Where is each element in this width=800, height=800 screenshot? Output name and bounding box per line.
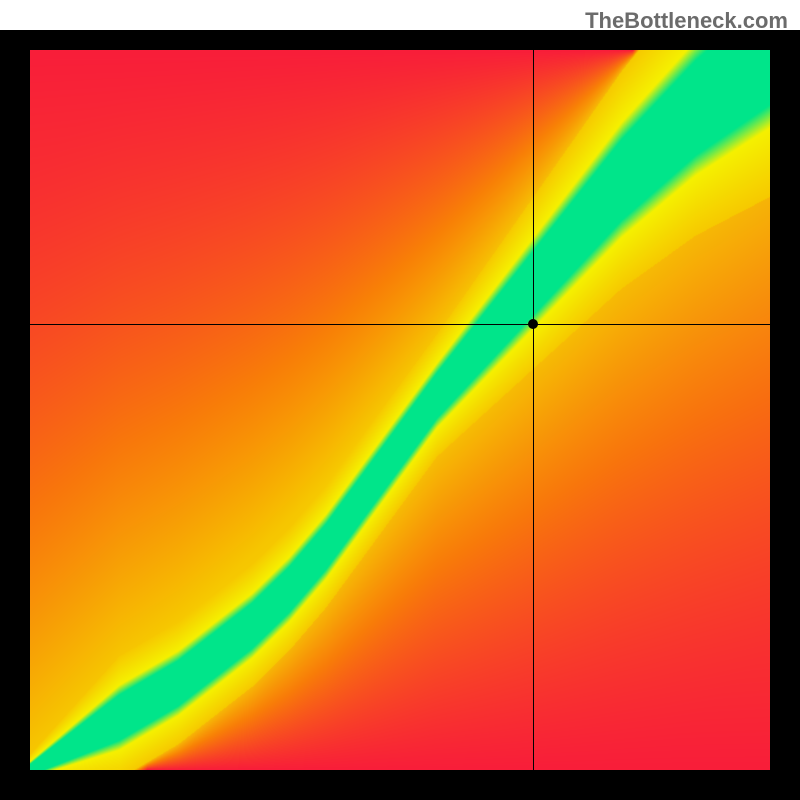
heatmap-canvas: [30, 50, 770, 770]
crosshair-horizontal: [30, 324, 770, 325]
crosshair-vertical: [533, 50, 534, 770]
chart-frame: [0, 30, 800, 800]
heatmap-plot: [30, 50, 770, 770]
watermark-text: TheBottleneck.com: [585, 8, 788, 34]
chart-container: TheBottleneck.com: [0, 0, 800, 800]
crosshair-marker: [528, 319, 538, 329]
